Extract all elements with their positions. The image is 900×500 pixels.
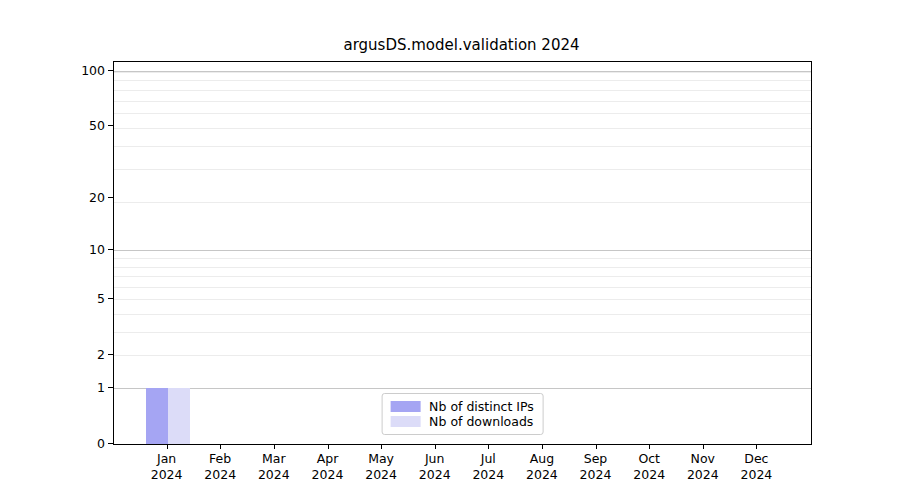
x-tick-mark (542, 444, 543, 449)
y-axis-tick-label: 2 (55, 348, 105, 361)
minor-gridline (114, 202, 811, 203)
minor-gridline (114, 113, 811, 114)
minor-gridline (114, 146, 811, 147)
minor-gridline (114, 128, 811, 129)
minor-gridline (114, 299, 811, 300)
figure: argusDS.model.validation 2024 Nb of dist… (0, 0, 900, 500)
legend-swatch (390, 416, 420, 427)
minor-gridline (114, 287, 811, 288)
y-tick-mark (108, 249, 113, 250)
minor-gridline (114, 169, 811, 170)
minor-gridline (114, 314, 811, 315)
y-axis-tick-label: 5 (55, 292, 105, 305)
y-axis-tick-label: 50 (55, 120, 105, 133)
x-tick-mark (381, 444, 382, 449)
y-tick-mark (108, 354, 113, 355)
x-tick-mark (220, 444, 221, 449)
bar-nb-of-downloads (168, 388, 190, 444)
y-tick-mark (108, 443, 113, 444)
chart-title: argusDS.model.validation 2024 (113, 36, 810, 54)
legend-label: Nb of downloads (429, 414, 533, 429)
major-gridline (114, 388, 811, 389)
minor-gridline (114, 267, 811, 268)
major-gridline (114, 71, 811, 72)
major-gridline (114, 250, 811, 251)
x-axis-tick-label: Dec2024 (724, 451, 788, 483)
y-tick-mark (108, 197, 113, 198)
legend-swatch (390, 401, 420, 412)
legend-label: Nb of distinct IPs (429, 399, 534, 414)
minor-gridline (114, 332, 811, 333)
minor-gridline (114, 80, 811, 81)
x-tick-mark (596, 444, 597, 449)
x-tick-mark (328, 444, 329, 449)
minor-gridline (114, 90, 811, 91)
x-tick-mark (756, 444, 757, 449)
x-tick-mark (435, 444, 436, 449)
minor-gridline (114, 101, 811, 102)
x-tick-month: Dec (724, 451, 788, 467)
legend-item: Nb of distinct IPs (390, 399, 534, 414)
x-tick-mark (488, 444, 489, 449)
y-tick-mark (108, 387, 113, 388)
x-tick-mark (649, 444, 650, 449)
y-tick-mark (108, 125, 113, 126)
y-axis-tick-label: 100 (55, 64, 105, 77)
x-tick-mark (167, 444, 168, 449)
plot-area: Nb of distinct IPsNb of downloads (113, 61, 812, 445)
legend: Nb of distinct IPsNb of downloads (381, 393, 544, 435)
y-axis-tick-label: 1 (55, 381, 105, 394)
y-tick-mark (108, 298, 113, 299)
y-axis-tick-label: 20 (55, 191, 105, 204)
x-tick-mark (274, 444, 275, 449)
x-tick-year: 2024 (724, 467, 788, 483)
y-tick-mark (108, 70, 113, 71)
minor-gridline (114, 258, 811, 259)
minor-gridline (114, 276, 811, 277)
legend-item: Nb of downloads (390, 414, 534, 429)
y-axis-tick-label: 0 (55, 437, 105, 450)
minor-gridline (114, 355, 811, 356)
bar-nb-of-distinct-ips (146, 388, 168, 444)
y-axis-tick-label: 10 (55, 243, 105, 256)
legend-items: Nb of distinct IPsNb of downloads (390, 399, 534, 429)
x-tick-mark (703, 444, 704, 449)
